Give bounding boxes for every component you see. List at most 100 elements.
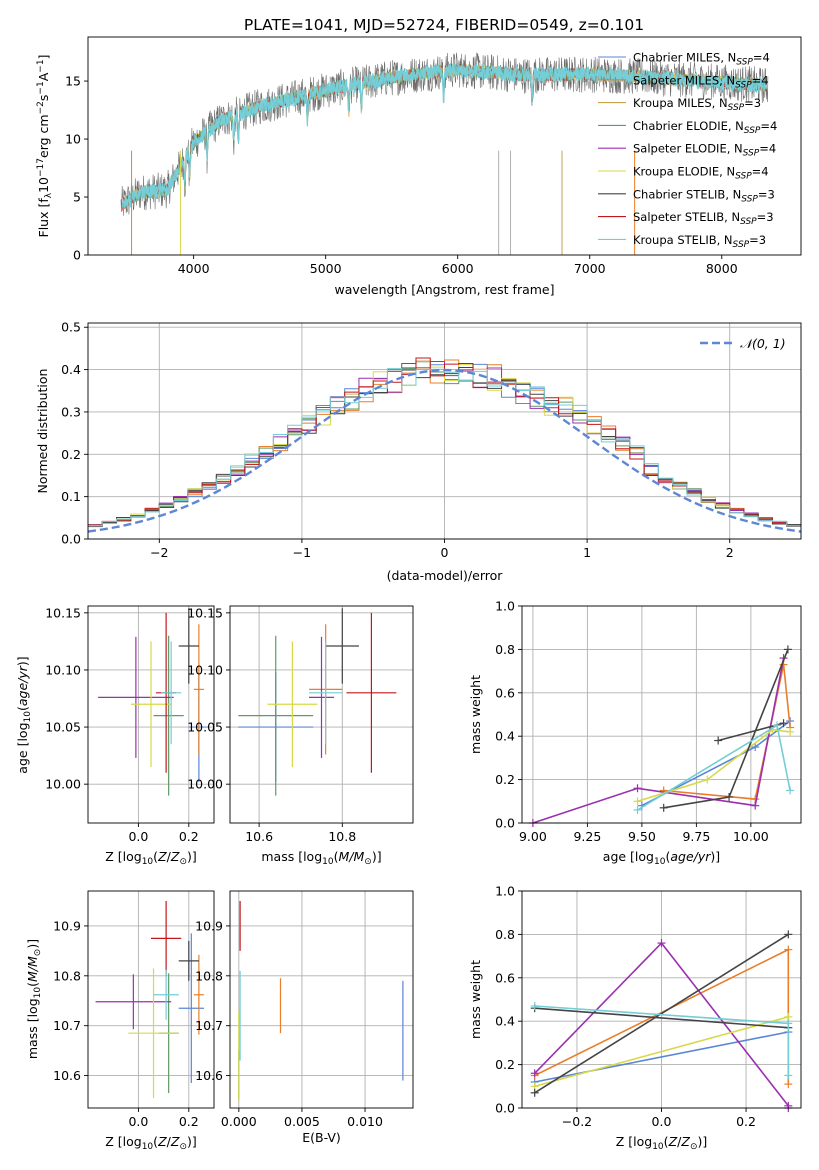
axes-mass_vs_Z: 0.0 0.2 10.6 10.7 10.8 10.9 Z [log10 (Z/Z⊙ )] m… — [25, 890, 215, 1152]
x-tick-label: 7000 — [574, 261, 606, 276]
legend-entry: Chabrier MILES, NSSP =4 — [633, 51, 770, 68]
x-tick-label: 0.2 — [736, 1114, 756, 1129]
axes-age_vs_mass: 10.6 10.8 10.00 10.05 10.10 10.15 mass [log10 … — [187, 605, 414, 867]
y-tick-label: 10.9 — [53, 918, 81, 933]
axes-mass_weight_vs_age: 9.00 9.25 9.50 9.75 10.00 0.0 0.2 0.4 0.6 0.8 1.0 a… — [468, 599, 802, 867]
y-tick-label: 10.05 — [45, 720, 81, 735]
legend-entry: Salpeter ELODIE, NSSP =4 — [633, 142, 776, 159]
axes-frame — [87, 605, 215, 824]
x-tick-label: 0.0 — [128, 1114, 148, 1129]
y-tick-label: 10 — [65, 132, 81, 147]
plot-area-age_vs_mass — [238, 608, 397, 796]
y-tick-label: 10.7 — [195, 1018, 223, 1033]
y-tick-label: 0.0 — [495, 1101, 515, 1116]
plot-area-mass_vs_ebv — [238, 900, 404, 1101]
axes-frame — [87, 36, 802, 256]
y-tick-label: 0 — [73, 248, 81, 263]
x-tick-label: 1 — [583, 545, 591, 560]
legend-entry: Chabrier ELODIE, NSSP =4 — [633, 119, 777, 136]
y-axis-label: mass weight — [468, 960, 483, 1039]
x-tick-label: −0.2 — [562, 1114, 592, 1129]
y-tick-label: 0.2 — [61, 447, 81, 462]
x-tick-label: 0.0 — [128, 829, 148, 844]
y-tick-label: 10.15 — [187, 605, 223, 620]
y-tick-label: 5 — [73, 190, 81, 205]
y-tick-label: 10.05 — [187, 720, 223, 735]
y-tick-label: 0.5 — [61, 320, 81, 335]
weight-line — [534, 1031, 789, 1083]
x-tick-label: 0.0 — [652, 1114, 672, 1129]
y-tick-label: 0.1 — [61, 489, 81, 504]
x-tick-label: 2 — [726, 545, 734, 560]
legend-entry: Kroupa STELIB, NSSP =3 — [633, 233, 766, 250]
y-axis-label: Normed distribution — [35, 369, 50, 494]
axes-frame — [229, 890, 414, 1109]
legend-entry: Kroupa ELODIE, NSSP =4 — [633, 165, 769, 182]
legend: Chabrier MILES, NSSP =4 Salpeter MILES, N… — [598, 51, 777, 250]
plot-area-age_vs_Z — [98, 608, 209, 796]
x-tick-label: 10.00 — [733, 829, 769, 844]
axes-mass_weight_vs_Z: −0.2 0.0 0.2 0.0 0.2 0.4 0.6 0.8 1.0 Z [log10 (Z/… — [468, 884, 802, 1152]
model-line-kroupa-stelib — [123, 62, 766, 209]
y-tick-label: 10.00 — [45, 777, 81, 792]
y-axis-label: mass [log10 (M/M⊙ )] — [25, 939, 43, 1059]
y-tick-label: 10.7 — [53, 1018, 81, 1033]
y-tick-label: 10.10 — [187, 662, 223, 677]
y-tick-label: 10.6 — [53, 1068, 81, 1083]
y-tick-label: 15 — [65, 74, 81, 89]
legend-entry: 𝒩(0, 1) — [740, 336, 786, 351]
y-tick-label: 0.2 — [495, 772, 515, 787]
x-axis-label: Z [log10 (Z/Z⊙ )] — [105, 849, 197, 867]
y-axis-label: mass weight — [468, 675, 483, 754]
x-tick-label: 0.2 — [179, 1114, 199, 1129]
axes-spectrum: 4000 5000 6000 7000 8000 0 5 10 15 wavelength [An… — [36, 36, 802, 297]
x-tick-label: 9.50 — [628, 829, 656, 844]
plot-area-mass_weight_vs_Z — [530, 930, 793, 1112]
axes-frame — [229, 605, 414, 824]
y-tick-label: 0.4 — [495, 1014, 515, 1029]
y-tick-label: 10.9 — [195, 918, 223, 933]
y-tick-label: 0.2 — [495, 1057, 515, 1072]
gaussian-curve — [87, 368, 802, 533]
legend-entry: Salpeter STELIB, NSSP =3 — [633, 210, 774, 227]
x-tick-label: 6000 — [442, 261, 474, 276]
legend-entry: Chabrier STELIB, NSSP =3 — [633, 187, 775, 204]
x-axis-label: age [log10 (age/yr)] — [603, 849, 720, 867]
x-axis-label: wavelength [Angstrom, rest frame] — [334, 282, 554, 297]
y-tick-label: 10.00 — [187, 777, 223, 792]
axes-age_vs_Z: 0.0 0.2 10.00 10.05 10.10 10.15 Z [log10 (Z/Z⊙… — [15, 605, 215, 867]
y-tick-label: 10.8 — [53, 968, 81, 983]
y-tick-label: 0.4 — [61, 362, 81, 377]
x-tick-label: 10.8 — [328, 829, 356, 844]
x-tick-label: 0.2 — [179, 829, 199, 844]
y-tick-label: 0.0 — [61, 532, 81, 547]
x-tick-label: 0.010 — [347, 1114, 383, 1129]
y-tick-label: 0.0 — [495, 816, 515, 831]
axes-mass_vs_ebv: 0.000 0.005 0.010 10.6 10.7 10.8 10.9 E(B-V) — [195, 890, 414, 1145]
axes-frame — [87, 890, 215, 1109]
y-tick-label: 0.6 — [495, 970, 515, 985]
x-tick-label: 9.25 — [573, 829, 601, 844]
axes-frame — [521, 890, 802, 1109]
y-tick-label: 0.8 — [495, 927, 515, 942]
y-tick-label: 10.15 — [45, 605, 81, 620]
y-tick-label: 10.6 — [195, 1068, 223, 1083]
plot-area-residual_histogram — [87, 357, 802, 539]
x-axis-label: mass [log10 (M/M⊙ )] — [261, 849, 381, 867]
x-tick-label: −1 — [293, 545, 311, 560]
figure-title: PLATE=1041, MJD=52724, FIBERID=0549, z=0… — [244, 16, 644, 34]
y-axis-label: age [log10 (age/yr)] — [15, 656, 33, 773]
y-tick-label: 1.0 — [495, 884, 515, 899]
x-tick-label: 8000 — [706, 261, 738, 276]
weight-line — [534, 1007, 789, 1029]
x-tick-label: 4000 — [178, 261, 210, 276]
weight-line — [717, 722, 784, 742]
y-tick-label: 1.0 — [495, 599, 515, 614]
x-axis-label: E(B-V) — [302, 1130, 341, 1145]
x-axis-label: (data-model)/error — [387, 568, 504, 583]
weight-line — [534, 933, 789, 1094]
weight-line — [637, 728, 791, 803]
x-tick-label: −2 — [150, 545, 168, 560]
x-axis-label: Z [log10 (Z/Z⊙ )] — [616, 1134, 708, 1152]
